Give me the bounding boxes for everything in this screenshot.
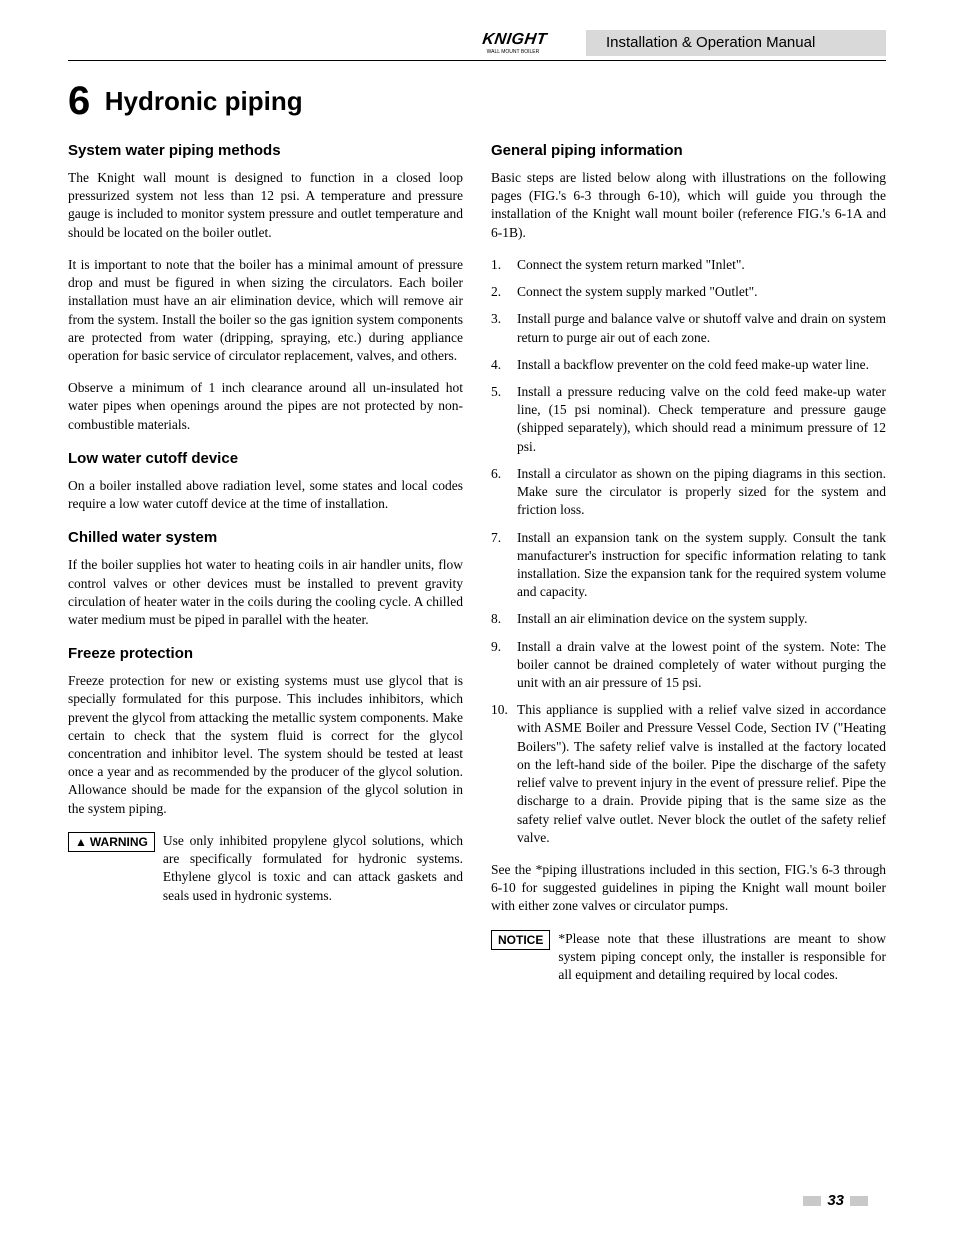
warning-box: ▲ WARNING — [68, 832, 155, 852]
para-chilled: If the boiler supplies hot water to heat… — [68, 556, 463, 629]
page-number: 33 — [797, 1192, 874, 1209]
notice-label: NOTICE — [498, 933, 543, 947]
brand-logo: KNIGHT WALL MOUNT BOILER — [480, 31, 548, 55]
left-column: System water piping methods The Knight w… — [68, 142, 463, 998]
warning-text: Use only inhibited propylene glycol solu… — [163, 832, 463, 905]
notice-box: NOTICE — [491, 930, 550, 950]
para-freeze: Freeze protection for new or existing sy… — [68, 672, 463, 818]
notice-callout: NOTICE *Please note that these illustrat… — [491, 930, 886, 985]
section-title: Hydronic piping — [105, 86, 303, 116]
install-step: Install an air elimination device on the… — [491, 610, 886, 628]
brand-subtitle: WALL MOUNT BOILER — [480, 49, 544, 55]
warning-callout: ▲ WARNING Use only inhibited propylene g… — [68, 832, 463, 905]
install-step: Install an expansion tank on the system … — [491, 529, 886, 602]
section-heading: 6 Hydronic piping — [68, 79, 886, 124]
heading-lowwater: Low water cutoff device — [68, 450, 463, 467]
install-step: Connect the system return marked "Inlet"… — [491, 256, 886, 274]
install-step: This appliance is supplied with a relief… — [491, 701, 886, 847]
heading-freeze: Freeze protection — [68, 645, 463, 662]
install-steps-list: Connect the system return marked "Inlet"… — [491, 256, 886, 847]
para-lowwater: On a boiler installed above radiation le… — [68, 477, 463, 513]
doc-title-band: Installation & Operation Manual — [586, 30, 886, 56]
install-step: Connect the system supply marked "Outlet… — [491, 283, 886, 301]
warning-icon: ▲ — [75, 835, 87, 849]
heading-general: General piping information — [491, 142, 886, 159]
para-system-3: Observe a minimum of 1 inch clearance ar… — [68, 379, 463, 434]
para-see: See the *piping illustrations included i… — [491, 861, 886, 916]
notice-text: *Please note that these illustrations ar… — [558, 930, 886, 985]
section-number: 6 — [68, 79, 90, 123]
install-step: Install a backflow preventer on the cold… — [491, 356, 886, 374]
brand-name: KNIGHT — [481, 31, 548, 48]
install-step: Install purge and balance valve or shuto… — [491, 310, 886, 346]
heading-chilled: Chilled water system — [68, 529, 463, 546]
doc-title: Installation & Operation Manual — [606, 34, 815, 51]
heading-system: System water piping methods — [68, 142, 463, 159]
content-columns: System water piping methods The Knight w… — [68, 142, 886, 998]
install-step: Install a circulator as shown on the pip… — [491, 465, 886, 520]
warning-label: WARNING — [90, 835, 148, 849]
install-step: Install a drain valve at the lowest poin… — [491, 638, 886, 693]
para-system-2: It is important to note that the boiler … — [68, 256, 463, 365]
install-step: Install a pressure reducing valve on the… — [491, 383, 886, 456]
para-general: Basic steps are listed below along with … — [491, 169, 886, 242]
para-system-1: The Knight wall mount is designed to fun… — [68, 169, 463, 242]
page-header: KNIGHT WALL MOUNT BOILER Installation & … — [68, 30, 886, 61]
right-column: General piping information Basic steps a… — [491, 142, 886, 998]
